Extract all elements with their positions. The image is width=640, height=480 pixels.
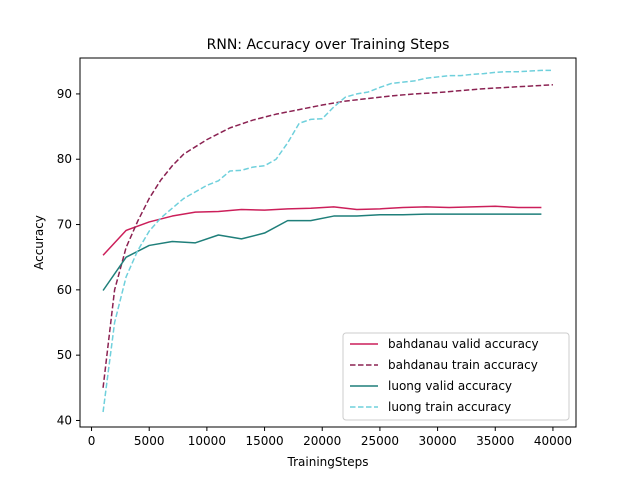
x-tick-label: 0: [88, 434, 96, 448]
plot-frame: [79, 57, 577, 428]
legend: bahdanau valid accuracy bahdanau train ac…: [342, 332, 570, 421]
x-tick-label: 35000: [476, 434, 514, 448]
x-tick-label: 30000: [418, 434, 456, 448]
legend-label-1: bahdanau valid accuracy: [388, 337, 539, 351]
y-axis-label: Accuracy: [32, 215, 46, 270]
y-axis-ticks: 40 50 60 70 80 90: [57, 87, 80, 427]
series-line-4: [102, 69, 553, 413]
series-layer: [102, 69, 553, 413]
y-tick-label: 90: [57, 87, 72, 101]
legend-label-3: luong valid accuracy: [388, 379, 512, 393]
x-axis-ticks: 0 5000 10000 15000 20000 25000 30000 35000 40000: [88, 427, 572, 448]
y-tick-label: 50: [57, 348, 72, 362]
x-tick-label: 40000: [534, 434, 572, 448]
x-tick-label: 20000: [303, 434, 341, 448]
y-tick-label: 60: [57, 283, 72, 297]
x-tick-label: 15000: [245, 434, 283, 448]
y-tick-label: 70: [57, 218, 72, 232]
series-line-1: [102, 205, 542, 256]
y-tick-label: 80: [57, 152, 72, 166]
x-tick-label: 10000: [188, 434, 226, 448]
chart-title: RNN: Accuracy over Training Steps: [207, 37, 450, 53]
x-axis-label: TrainingSteps: [287, 455, 369, 469]
x-tick-label: 25000: [361, 434, 399, 448]
y-tick-label: 40: [57, 413, 72, 427]
series-line-3: [102, 213, 542, 291]
legend-label-4: luong train accuracy: [388, 400, 511, 414]
legend-label-2: bahdanau train accuracy: [388, 358, 538, 372]
x-tick-label: 5000: [134, 434, 165, 448]
legend-box: [342, 332, 570, 421]
series-line-2: [102, 84, 553, 388]
